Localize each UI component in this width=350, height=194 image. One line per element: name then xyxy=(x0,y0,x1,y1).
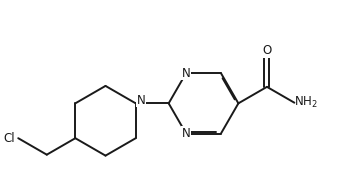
Text: N: N xyxy=(182,67,190,80)
Text: O: O xyxy=(262,44,272,57)
Text: N: N xyxy=(182,127,190,140)
Text: NH$_2$: NH$_2$ xyxy=(294,95,318,110)
Text: Cl: Cl xyxy=(3,132,15,145)
Text: N: N xyxy=(136,94,145,107)
